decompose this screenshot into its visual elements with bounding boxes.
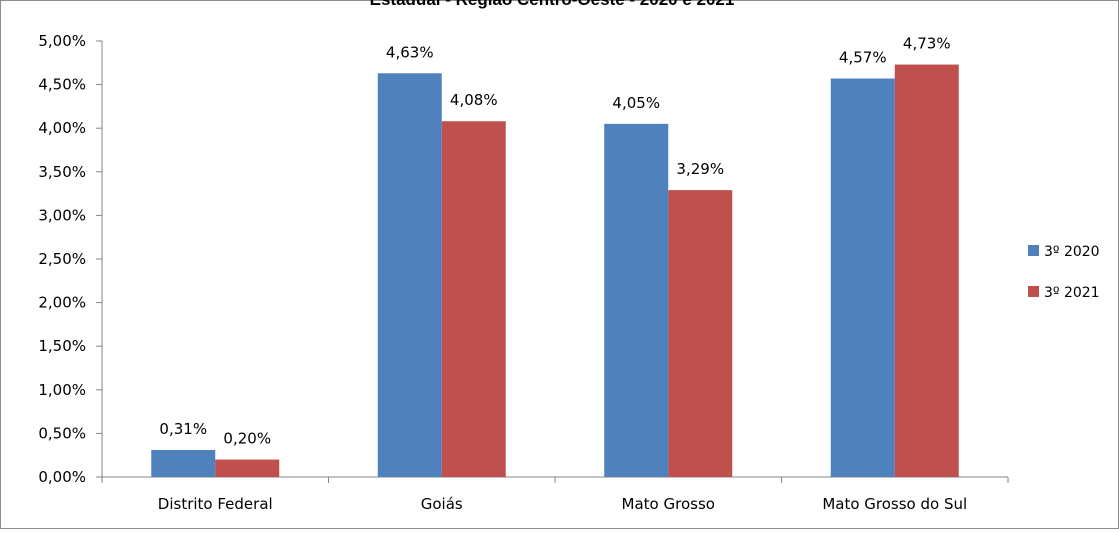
y-tick-label: 3,00% <box>38 206 86 224</box>
y-tick-label: 4,50% <box>38 76 86 94</box>
bar-2-2 <box>441 121 506 477</box>
data-label: 3,29% <box>676 160 724 178</box>
bar-1-1 <box>151 449 216 477</box>
legend-label: 3º 2020 <box>1044 244 1100 260</box>
bar-1-2 <box>377 73 442 477</box>
chart-title: Estadual - Região Centro-Oeste - 2020 e … <box>370 0 735 9</box>
y-tick-label: 2,50% <box>38 250 86 268</box>
category-label: Mato Grosso <box>622 495 715 513</box>
y-tick-label: 4,00% <box>38 119 86 137</box>
data-label: 0,20% <box>223 430 271 448</box>
data-labels: 0,31% 0,20% 4,63% 4,08% 4,05% 3,29% 4,57% 4,73% <box>159 35 950 448</box>
category-label: Distrito Federal <box>158 495 273 513</box>
category-label: Goiás <box>421 495 463 513</box>
y-axis-ticks: 0,00% 0,50% 1,00% 1,50% 2,00% 2,50% 3,00% 3,50%… <box>38 32 1009 486</box>
legend: 3º 2020 3º 2021 <box>1028 244 1100 301</box>
bar-2-1 <box>215 459 280 477</box>
y-tick-label: 0,00% <box>38 468 86 486</box>
bars <box>151 64 959 477</box>
data-label: 4,63% <box>386 43 434 61</box>
legend-label: 3º 2021 <box>1044 285 1100 301</box>
bar-2-3 <box>668 190 733 477</box>
y-tick-label: 0,50% <box>38 424 86 442</box>
data-label: 4,57% <box>839 48 887 66</box>
x-axis-categories: Distrito Federal Goiás Mato Grosso Mato Gro… <box>158 495 967 513</box>
y-tick-label: 1,00% <box>38 381 86 399</box>
y-tick-label: 5,00% <box>38 32 86 50</box>
data-label: 4,05% <box>612 94 660 112</box>
category-label: Mato Grosso do Sul <box>822 495 967 513</box>
bar-1-3 <box>604 123 669 477</box>
bar-1-4 <box>830 78 895 477</box>
data-label: 0,31% <box>159 420 207 438</box>
legend-swatch <box>1028 245 1039 256</box>
data-label: 4,08% <box>450 91 498 109</box>
y-tick-label: 2,00% <box>38 294 86 312</box>
legend-swatch <box>1028 286 1039 297</box>
data-label: 4,73% <box>903 35 951 53</box>
bar-2-4 <box>894 64 959 477</box>
y-tick-label: 1,50% <box>38 337 86 355</box>
y-tick-label: 3,50% <box>38 163 86 181</box>
